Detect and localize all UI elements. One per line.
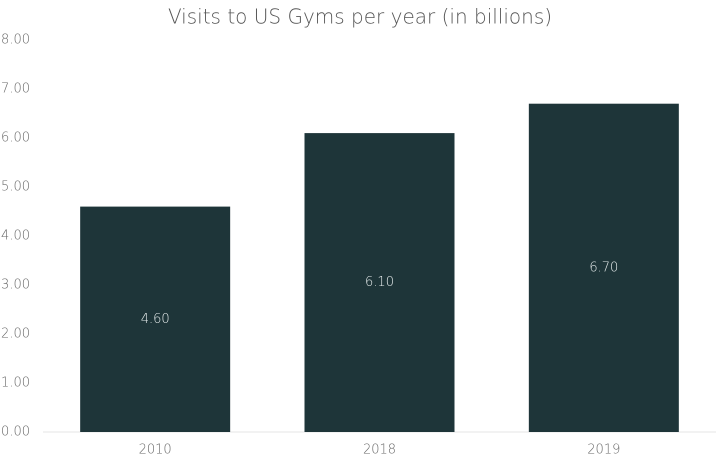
y-tick-label: 0.00: [1, 425, 30, 440]
x-tick-label: 2018: [363, 443, 396, 458]
y-tick-label: 1.00: [1, 376, 30, 391]
y-tick-label: 5.00: [1, 180, 30, 195]
y-tick-label: 6.00: [1, 131, 30, 146]
y-tick-label: 3.00: [1, 278, 30, 293]
bar: [528, 103, 679, 432]
x-tick-label: 2019: [587, 443, 620, 458]
y-tick-label: 4.00: [1, 229, 30, 244]
value-label: 4.60: [141, 312, 170, 327]
y-tick-label: 8.00: [1, 33, 30, 48]
bar: [80, 206, 231, 432]
y-tick-label: 7.00: [1, 82, 30, 97]
x-tick-label: 2010: [139, 443, 172, 458]
bar: [304, 133, 455, 432]
value-label: 6.10: [365, 275, 394, 290]
chart-title: Visits to US Gyms per year (in billions): [168, 5, 552, 29]
y-tick-label: 2.00: [1, 327, 30, 342]
value-label: 6.70: [589, 260, 618, 275]
